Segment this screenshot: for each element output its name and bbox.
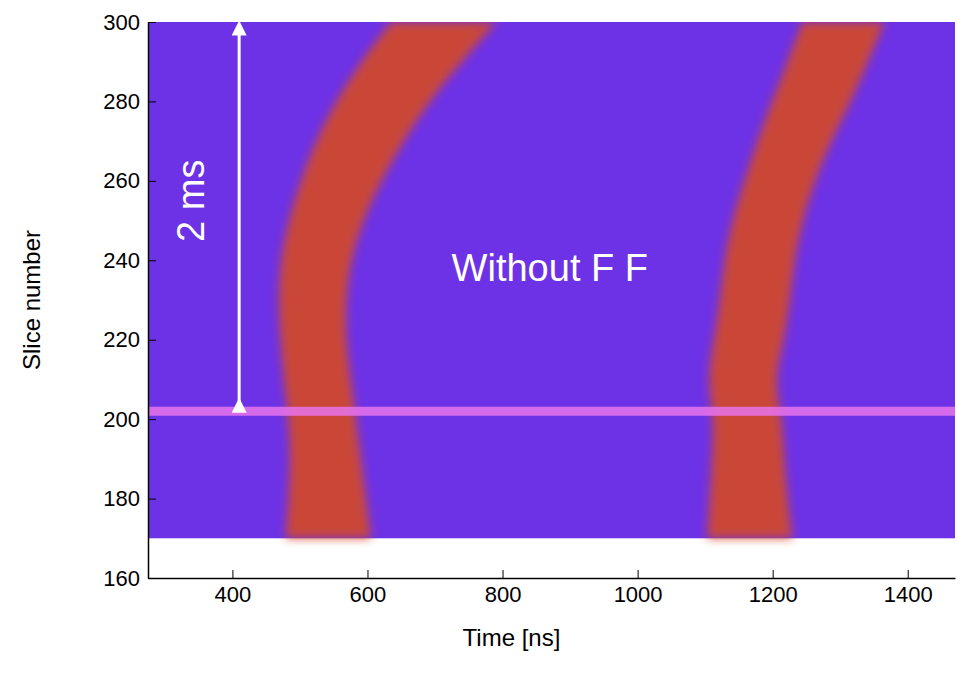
y-tick-label: 160 (103, 566, 140, 591)
y-tick: 240 (103, 248, 156, 273)
x-tick-mark (773, 570, 774, 578)
y-tick: 200 (103, 407, 156, 432)
y-tick-mark (148, 419, 156, 420)
x-tick-label: 600 (350, 582, 387, 607)
annotations: 2 ms Without F F (170, 28, 648, 405)
marks (148, 22, 955, 538)
y-tick: 280 (103, 89, 156, 114)
x-tick-mark (908, 570, 909, 578)
y-tick-mark (148, 578, 156, 579)
y-tick: 260 (103, 168, 156, 193)
chart: 400 600 800 1000 1200 1400 160 180 200 220 240 260 2… (0, 0, 965, 683)
x-axis-line (149, 578, 956, 580)
x-tick-label: 1000 (614, 582, 663, 607)
y-tick-label: 300 (103, 10, 140, 35)
span-arrow (238, 28, 241, 405)
y-tick: 220 (103, 327, 156, 352)
span-label: 2 ms (170, 160, 212, 242)
y-axis-title: Slice number (18, 230, 45, 370)
x-tick-label: 800 (485, 582, 522, 607)
x-tick: 1200 (749, 570, 798, 607)
x-tick: 600 (350, 570, 387, 607)
y-tick-mark (148, 22, 156, 23)
x-tick-label: 400 (215, 582, 252, 607)
band (707, 22, 885, 538)
x-tick-label: 1200 (749, 582, 798, 607)
y-tick-label: 260 (103, 168, 140, 193)
background-field (148, 22, 955, 538)
y-tick-label: 200 (103, 407, 140, 432)
x-tick-label: 1400 (884, 582, 933, 607)
y-tick-mark (148, 499, 156, 500)
y-tick-label: 240 (103, 248, 140, 273)
x-tick-mark (232, 570, 233, 578)
condition-label: Without F F (452, 247, 648, 289)
y-tick-mark (148, 101, 156, 102)
y-tick-label: 280 (103, 89, 140, 114)
y-tick-mark (148, 340, 156, 341)
y-axis: 160 180 200 220 240 260 280 300 (103, 10, 156, 591)
x-axis-title: Time [ns] (463, 624, 561, 651)
y-tick: 160 (103, 566, 156, 591)
plot: 400 600 800 1000 1200 1400 160 180 200 220 240 260 2… (18, 10, 956, 651)
x-tick: 400 (215, 570, 252, 607)
y-tick: 180 (103, 486, 156, 511)
y-tick-mark (148, 260, 156, 261)
x-tick-mark (638, 570, 639, 578)
y-tick-mark (148, 181, 156, 182)
reference-line (148, 407, 955, 416)
x-tick: 1000 (614, 570, 663, 607)
x-tick: 800 (485, 570, 522, 607)
y-tick: 300 (103, 10, 156, 35)
x-tick-mark (503, 570, 504, 578)
x-tick: 1400 (884, 570, 933, 607)
y-tick-label: 220 (103, 327, 140, 352)
y-tick-label: 180 (103, 486, 140, 511)
x-axis: 400 600 800 1000 1200 1400 (149, 570, 956, 607)
x-tick-mark (367, 570, 368, 578)
y-axis-line (148, 23, 150, 579)
